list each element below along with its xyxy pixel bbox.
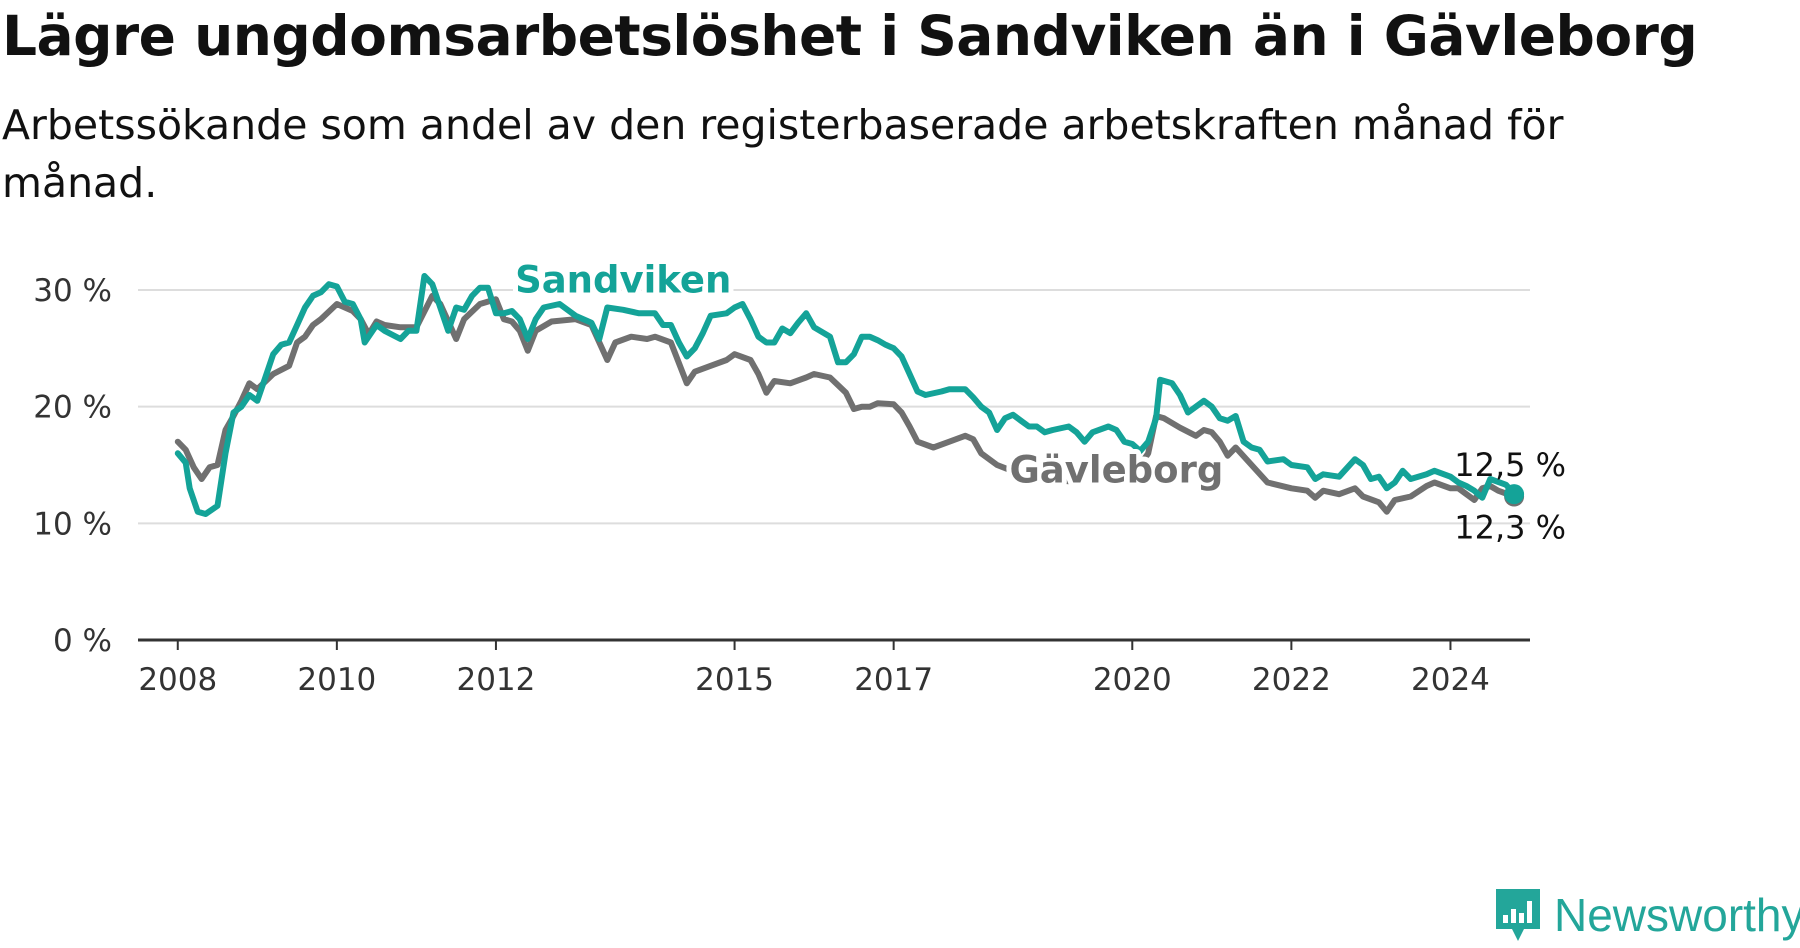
end-dot-sandviken xyxy=(1504,484,1525,505)
series-layer xyxy=(174,273,1525,517)
series-label-gävleborg: Gävleborg xyxy=(1009,449,1223,492)
x-tick-label: 2020 xyxy=(1093,662,1172,698)
chart-title: Lägre ungdomsarbetslöshet i Sandviken än… xyxy=(2,4,1698,68)
y-tick-label: 10 % xyxy=(33,506,112,542)
y-tick-label: 30 % xyxy=(33,273,112,309)
x-tick-label: 2017 xyxy=(854,662,933,698)
y-tick-label: 0 % xyxy=(53,623,112,659)
x-tick-label: 2012 xyxy=(456,662,535,698)
end-value-label: 12,3 % xyxy=(1454,509,1566,547)
x-tick-label: 2010 xyxy=(297,662,376,698)
series-label-sandviken: Sandviken xyxy=(515,258,731,301)
y-tick-label: 20 % xyxy=(33,390,112,426)
labels-layer: 12,3 %12,5 %GävleborgGävleborgSandvikenS… xyxy=(510,253,1566,547)
series-line-sandviken xyxy=(174,273,1518,517)
grid-lines xyxy=(138,289,1530,525)
end-value-label: 12,5 % xyxy=(1454,446,1566,484)
brand-logo: Newsworthy xyxy=(1492,885,1800,945)
x-tick-label: 2024 xyxy=(1411,662,1490,698)
series-label-halo: Gävleborg xyxy=(1009,449,1223,492)
x-tick-label: 2015 xyxy=(695,662,774,698)
x-tick-label: 2022 xyxy=(1252,662,1331,698)
series-label-halo: Sandviken xyxy=(515,258,731,301)
newsworthy-logo-icon xyxy=(1496,889,1540,941)
axes: 0 % 10 % 20 % 30 % 2008 2010 2012 2015 2017 2020 2… xyxy=(33,273,1530,698)
chart-subtitle: Arbetssökande som andel av den registerb… xyxy=(2,101,1564,207)
brand-name: Newsworthy xyxy=(1554,889,1800,941)
x-tick-label: 2008 xyxy=(138,662,217,698)
